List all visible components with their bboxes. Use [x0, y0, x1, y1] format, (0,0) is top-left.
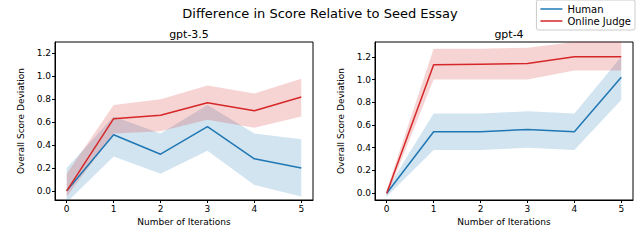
svg-text:1.0: 1.0: [37, 71, 52, 81]
svg-text:3: 3: [205, 204, 211, 214]
svg-text:0.8: 0.8: [37, 94, 52, 104]
svg-text:3: 3: [525, 204, 531, 214]
svg-text:Number of Iterations: Number of Iterations: [457, 217, 551, 227]
svg-text:0.8: 0.8: [357, 97, 372, 107]
svg-text:0.2: 0.2: [357, 165, 371, 175]
svg-text:gpt-4: gpt-4: [494, 28, 523, 41]
svg-text:1.0: 1.0: [357, 75, 372, 85]
svg-text:0.4: 0.4: [37, 140, 52, 150]
svg-text:Human: Human: [567, 4, 603, 15]
svg-text:0.0: 0.0: [357, 188, 372, 198]
svg-text:4: 4: [571, 204, 577, 214]
svg-text:Difference in Score Relative t: Difference in Score Relative to Seed Ess…: [182, 6, 458, 21]
svg-text:Overall Score Deviation: Overall Score Deviation: [336, 68, 346, 174]
svg-text:1.2: 1.2: [37, 48, 51, 58]
svg-text:0.2: 0.2: [37, 163, 51, 173]
svg-text:0.6: 0.6: [37, 117, 52, 127]
svg-text:Online Judge: Online Judge: [567, 16, 631, 27]
svg-text:1.2: 1.2: [357, 52, 371, 62]
svg-text:gpt-3.5: gpt-3.5: [169, 28, 209, 41]
svg-text:Number of Iterations: Number of Iterations: [137, 217, 231, 227]
svg-text:0: 0: [64, 204, 70, 214]
svg-text:0: 0: [384, 204, 390, 214]
svg-text:0.0: 0.0: [37, 186, 52, 196]
svg-text:5: 5: [618, 204, 624, 214]
svg-text:0.4: 0.4: [357, 143, 372, 153]
svg-text:5: 5: [298, 204, 304, 214]
svg-text:2: 2: [158, 204, 164, 214]
svg-text:1: 1: [111, 204, 117, 214]
svg-text:Overall Score Deviation: Overall Score Deviation: [16, 68, 26, 174]
svg-text:4: 4: [251, 204, 257, 214]
svg-text:2: 2: [478, 204, 484, 214]
svg-text:0.6: 0.6: [357, 120, 372, 130]
svg-text:1: 1: [431, 204, 437, 214]
